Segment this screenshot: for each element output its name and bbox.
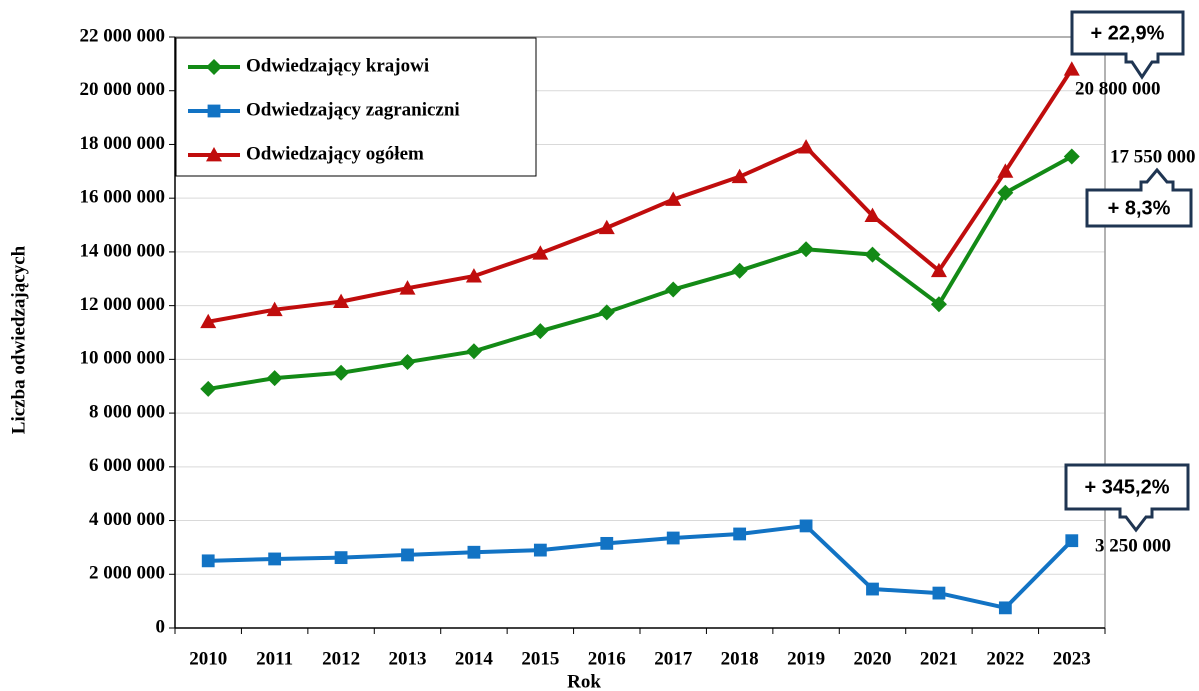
marker [399, 354, 416, 371]
marker [600, 536, 614, 550]
legend-label: Odwiedzający ogółem [246, 143, 424, 164]
marker [799, 519, 813, 533]
marker [200, 313, 217, 329]
x-tick-label: 2018 [721, 648, 759, 669]
line [207, 154, 1073, 391]
end-label: 17 550 000 [1110, 146, 1196, 167]
marker [201, 554, 215, 568]
marker [866, 582, 879, 596]
marker [733, 527, 747, 541]
legend-label: Odwiedzający zagraniczni [246, 99, 460, 120]
change-label: + 8,3% [1108, 197, 1171, 219]
marker [798, 241, 815, 258]
marker [532, 323, 549, 340]
y-tick-label: 2 000 000 [89, 563, 165, 584]
x-tick-label: 2019 [787, 648, 825, 669]
marker [864, 246, 881, 263]
marker [598, 304, 615, 321]
y-tick-label: 0 [156, 616, 166, 637]
marker [206, 147, 222, 162]
y-tick-label: 22 000 000 [80, 25, 166, 46]
marker [1063, 61, 1080, 76]
marker [1063, 148, 1080, 165]
y-tick-label: 20 000 000 [80, 79, 166, 100]
marker [665, 191, 682, 206]
end-label: 3 250 000 [1095, 535, 1171, 556]
marker [465, 268, 482, 283]
marker [401, 548, 414, 562]
callout-box [1070, 10, 1185, 56]
y-tick-label: 12 000 000 [80, 294, 166, 315]
change-label: + 345,2% [1084, 476, 1169, 498]
x-tick-label: 2017 [654, 648, 693, 669]
x-axis-label: Rok [567, 671, 601, 691]
y-tick-label: 8 000 000 [89, 401, 165, 422]
marker [930, 296, 947, 313]
marker [399, 280, 416, 295]
y-tick-label: 6 000 000 [89, 455, 165, 476]
marker [864, 207, 881, 223]
x-tick-label: 2022 [986, 648, 1024, 669]
callout-box [1064, 463, 1190, 511]
x-tick-label: 2013 [389, 648, 427, 669]
change-label: + 22,9% [1091, 22, 1165, 44]
marker [465, 343, 482, 360]
marker [665, 281, 682, 298]
x-tick-label: 2015 [521, 648, 559, 669]
x-tick-label: 2012 [322, 648, 360, 669]
y-tick-label: 18 000 000 [80, 133, 166, 154]
marker [731, 262, 748, 279]
y-tick-label: 4 000 000 [89, 509, 165, 530]
marker [532, 245, 549, 260]
callout-arrow [1118, 509, 1154, 533]
marker [333, 364, 350, 381]
marker [731, 168, 748, 184]
marker [333, 293, 350, 309]
y-tick-label: 16 000 000 [80, 187, 166, 208]
x-tick-label: 2021 [920, 648, 958, 669]
line [207, 68, 1074, 324]
callout-arrow [1124, 54, 1160, 80]
x-tick-label: 2011 [256, 648, 293, 669]
end-label: 20 800 000 [1075, 78, 1161, 99]
marker [798, 139, 815, 154]
marker [598, 219, 615, 235]
marker [930, 262, 947, 278]
marker [997, 184, 1014, 201]
x-tick-label: 2020 [854, 648, 892, 669]
marker [997, 163, 1014, 178]
marker [334, 551, 348, 565]
marker [998, 601, 1012, 615]
marker [1065, 534, 1079, 548]
y-tick-label: 14 000 000 [80, 240, 166, 261]
x-tick-label: 2023 [1053, 648, 1091, 669]
marker [266, 301, 283, 317]
marker [200, 380, 217, 397]
callout-arrow [1139, 167, 1175, 190]
marker [206, 59, 222, 75]
marker [207, 104, 221, 118]
legend-label: Odwiedzający krajowi [246, 55, 429, 76]
callout-box [1085, 188, 1193, 228]
y-axis-label: Liczba odwiedzających [8, 245, 29, 434]
marker [266, 370, 283, 387]
x-tick-label: 2016 [588, 648, 626, 669]
x-tick-label: 2010 [189, 648, 227, 669]
marker [932, 586, 946, 600]
line [208, 523, 1074, 611]
marker [467, 545, 481, 559]
marker [666, 531, 680, 545]
marker [268, 552, 282, 566]
marker [533, 543, 547, 557]
x-tick-label: 2014 [455, 648, 494, 669]
y-tick-label: 10 000 000 [80, 348, 166, 369]
